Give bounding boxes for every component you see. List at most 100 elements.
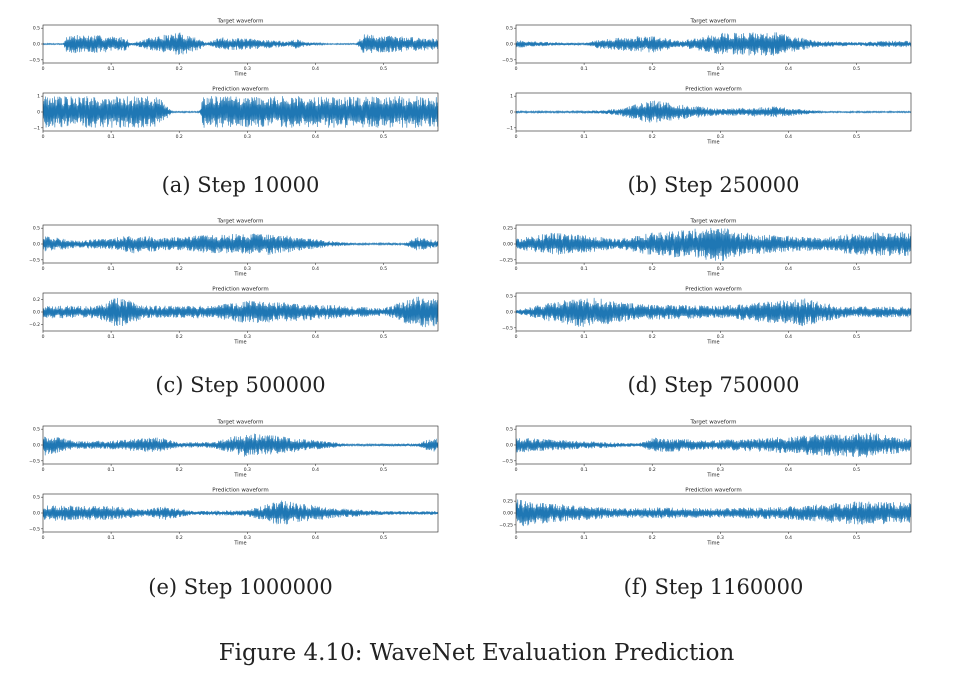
x-tick-label: 0.3 <box>717 66 724 72</box>
x-tick-label: 0 <box>515 467 518 473</box>
waveform-line <box>516 499 911 527</box>
y-tick-label: 0.0 <box>33 443 40 449</box>
y-tick-label: −1 <box>506 125 513 131</box>
x-tick-label: 0.5 <box>853 66 860 72</box>
y-tick-label: 0.5 <box>506 427 513 433</box>
x-tick-label: 0.5 <box>853 334 860 340</box>
y-tick-label: −0.25 <box>499 257 513 263</box>
x-tick-label: 0.5 <box>853 134 860 140</box>
x-tick-label: 0.2 <box>649 334 656 340</box>
x-tick-label: 0.2 <box>649 134 656 140</box>
panel-caption: (e) Step 1000000 <box>148 575 333 599</box>
x-tick-label: 0.4 <box>785 266 792 272</box>
x-axis-label: Time <box>233 541 246 547</box>
panel-caption: (c) Step 500000 <box>155 373 326 397</box>
x-tick-label: 0.3 <box>717 134 724 140</box>
y-tick-label: 0.00 <box>503 511 513 517</box>
y-tick-label: −1 <box>33 125 40 131</box>
x-tick-label: 0.4 <box>785 334 792 340</box>
x-axis-label: Time <box>706 340 719 346</box>
subplot-title: Target waveform <box>689 219 736 225</box>
target-waveform-plot: Target waveform 0 0.1 0.2 0.3 0.4 0.5 0.25 0.00 −… <box>476 215 917 278</box>
subplot-title: Prediction waveform <box>212 87 268 93</box>
y-tick-label: −0.5 <box>29 257 40 263</box>
prediction-waveform-plot: Prediction waveform 0 0.1 0.2 0.3 0.4 0.5 1 0 −1 T… <box>476 83 917 146</box>
x-tick-label: 0.4 <box>785 535 792 541</box>
y-tick-label: 0.0 <box>506 42 513 48</box>
panel-caption: (b) Step 250000 <box>627 173 800 197</box>
x-tick-label: 0.4 <box>785 134 792 140</box>
y-tick-label: 0.5 <box>506 294 513 300</box>
target-waveform-plot: Target waveform 0 0.1 0.2 0.3 0.4 0.5 0.5 0.0 −0.… <box>3 15 444 78</box>
x-tick-label: 0.3 <box>244 535 251 541</box>
panel-caption: (a) Step 10000 <box>161 173 320 197</box>
x-tick-label: 0.2 <box>649 66 656 72</box>
x-tick-label: 0 <box>42 66 45 72</box>
x-tick-label: 0.5 <box>380 467 387 473</box>
waveform-line <box>43 32 438 55</box>
waveform-svg: Target waveform 0 0.1 0.2 0.3 0.4 0.5 0.5 0.0 −0.… <box>29 219 439 278</box>
waveform-line <box>43 96 438 128</box>
x-tick-label: 0.1 <box>581 134 588 140</box>
x-tick-label: 0.5 <box>380 266 387 272</box>
waveform-svg: Prediction waveform 0 0.1 0.2 0.3 0.4 0.5 0.2 0.… <box>29 287 439 346</box>
y-tick-label: 0.0 <box>33 42 40 48</box>
x-tick-label: 0.1 <box>108 266 115 272</box>
prediction-waveform-plot: Prediction waveform 0 0.1 0.2 0.3 0.4 0.5 0.5 0.… <box>3 484 444 547</box>
y-tick-label: 0.5 <box>33 427 40 433</box>
waveform-svg: Target waveform 0 0.1 0.2 0.3 0.4 0.5 0.5 0.0 −0.… <box>29 420 439 479</box>
waveform-line <box>516 32 911 56</box>
figure-caption: Figure 4.10: WaveNet Evaluation Predicti… <box>218 640 735 666</box>
x-tick-label: 0.1 <box>581 467 588 473</box>
x-axis-label: Time <box>706 541 719 547</box>
x-tick-label: 0.2 <box>649 266 656 272</box>
prediction-waveform-plot: Prediction waveform 0 0.1 0.2 0.3 0.4 0.5 0.2 0.… <box>3 283 444 346</box>
x-tick-label: 0 <box>42 334 45 340</box>
x-tick-label: 0.5 <box>853 266 860 272</box>
x-tick-label: 0 <box>515 334 518 340</box>
x-tick-label: 0.1 <box>108 334 115 340</box>
x-tick-label: 0.3 <box>244 467 251 473</box>
x-tick-label: 0.3 <box>717 266 724 272</box>
y-tick-label: 0.25 <box>503 499 513 505</box>
waveform-line <box>516 227 911 262</box>
target-waveform-plot: Target waveform 0 0.1 0.2 0.3 0.4 0.5 0.5 0.0 −0.… <box>3 416 444 479</box>
x-axis-label: Time <box>706 140 719 146</box>
y-tick-label: 0 <box>510 110 513 116</box>
x-tick-label: 0.3 <box>244 266 251 272</box>
waveform-line <box>516 297 911 327</box>
waveform-svg: Prediction waveform 0 0.1 0.2 0.3 0.4 0.5 0.5 0.… <box>502 287 912 346</box>
x-tick-label: 0.1 <box>581 535 588 541</box>
subplot-title: Prediction waveform <box>212 287 268 293</box>
x-axis-label: Time <box>233 72 246 78</box>
x-tick-label: 0.1 <box>108 134 115 140</box>
x-tick-label: 0.3 <box>244 66 251 72</box>
subplot-title: Prediction waveform <box>212 488 268 494</box>
waveform-line <box>516 432 911 458</box>
x-tick-label: 0.2 <box>176 134 183 140</box>
x-tick-label: 0.5 <box>380 134 387 140</box>
x-tick-label: 0.3 <box>244 134 251 140</box>
x-tick-label: 0.5 <box>853 467 860 473</box>
x-tick-label: 0.4 <box>785 467 792 473</box>
x-tick-label: 0.5 <box>380 334 387 340</box>
prediction-waveform-plot: Prediction waveform 0 0.1 0.2 0.3 0.4 0.5 0.25 0… <box>476 484 917 547</box>
x-tick-label: 0.2 <box>649 467 656 473</box>
x-tick-label: 0 <box>42 535 45 541</box>
x-tick-label: 0.1 <box>108 66 115 72</box>
x-tick-label: 0 <box>515 266 518 272</box>
x-tick-label: 0 <box>515 134 518 140</box>
x-tick-label: 0 <box>515 66 518 72</box>
x-tick-label: 0.4 <box>312 66 319 72</box>
waveform-line <box>43 500 438 525</box>
y-tick-label: 0.25 <box>503 226 513 232</box>
x-tick-label: 0.4 <box>312 535 319 541</box>
subplot-title: Target waveform <box>689 19 736 25</box>
y-tick-label: 0.5 <box>506 26 513 32</box>
y-tick-label: 0 <box>37 110 40 116</box>
subplot-title: Target waveform <box>216 420 263 426</box>
y-tick-label: 0.0 <box>506 443 513 449</box>
y-tick-label: 0.0 <box>33 242 40 248</box>
panel-caption: (f) Step 1160000 <box>623 575 804 599</box>
